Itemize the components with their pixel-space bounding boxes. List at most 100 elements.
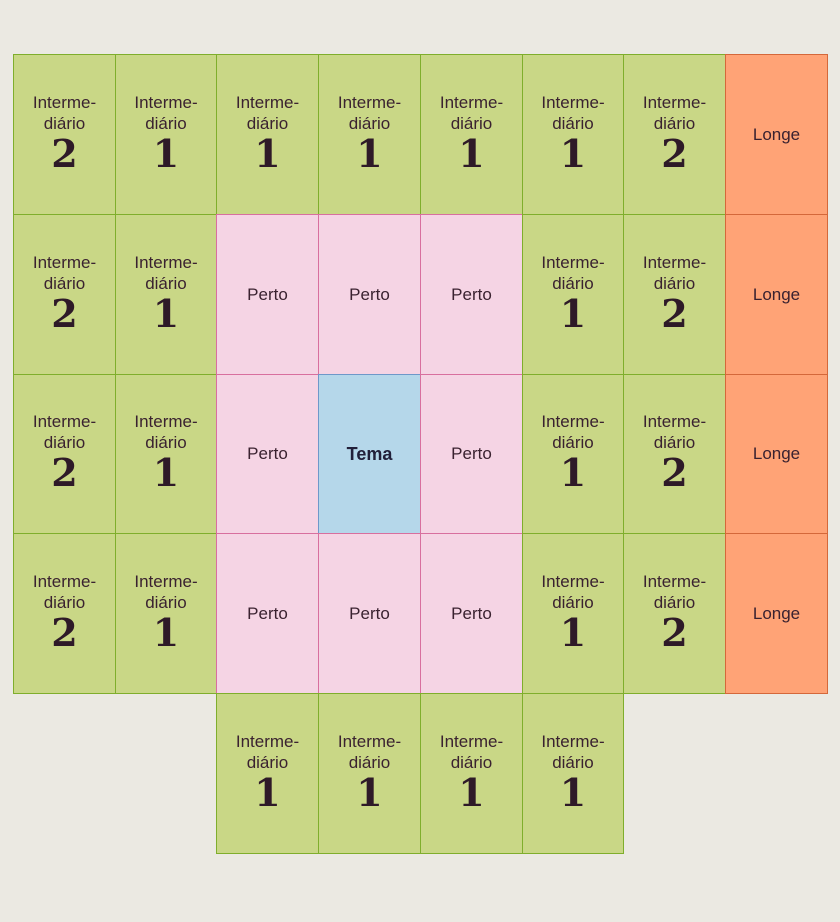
- distance-level-number: 2: [661, 609, 688, 655]
- distance-level-number: 2: [51, 609, 78, 655]
- intermediate-label-line2: diário: [552, 113, 594, 133]
- intermediate-label: Interme-diário: [643, 411, 706, 453]
- distance-level-number: 2: [51, 450, 78, 495]
- intermediate-cell: Interme-diário 1: [522, 54, 624, 215]
- distance-level-number: 1: [254, 769, 281, 815]
- intermediate-label: Interme-diário: [541, 252, 604, 294]
- distance-level-number: 1: [254, 130, 281, 176]
- intermediate-label-line2: diário: [43, 113, 86, 133]
- near-cell: Perto: [216, 214, 319, 375]
- near-cell: Perto: [216, 533, 319, 694]
- intermediate-label: Interme-diário: [643, 571, 706, 613]
- intermediate-label-line1: Interme-: [642, 252, 707, 272]
- distance-level-number: 1: [559, 609, 587, 655]
- near-cell: Perto: [420, 533, 523, 694]
- intermediate-label-line2: diário: [552, 592, 594, 612]
- intermediate-label-line2: diário: [653, 113, 696, 133]
- near-label: Perto: [247, 284, 288, 304]
- intermediate-label: Interme-diário: [33, 411, 96, 453]
- distance-level-number: 2: [51, 130, 78, 176]
- near-cell: Perto: [216, 374, 319, 534]
- intermediate-label-line1: Interme-: [642, 412, 707, 431]
- topic-label: Tema: [346, 443, 393, 464]
- near-cell: Perto: [318, 214, 421, 375]
- intermediate-label: Interme-diário: [643, 252, 706, 294]
- intermediate-label-line2: diário: [145, 433, 187, 452]
- intermediate-label-line1: Interme-: [439, 92, 504, 112]
- intermediate-label-line1: Interme-: [134, 252, 198, 272]
- far-cell: Longe: [725, 54, 828, 215]
- distance-level-number: 1: [356, 130, 383, 176]
- distance-level-number: 2: [661, 450, 688, 495]
- near-label: Perto: [349, 603, 390, 623]
- intermediate-label: Interme-diário: [134, 252, 197, 294]
- intermediate-label-line1: Interme-: [439, 731, 504, 751]
- far-cell: Longe: [725, 533, 828, 694]
- distance-level-number: 1: [152, 609, 180, 655]
- intermediate-cell: Interme-diário 1: [522, 693, 624, 854]
- intermediate-label-line1: Interme-: [32, 571, 97, 591]
- distance-level-number: 1: [152, 290, 180, 336]
- intermediate-label-line2: diário: [246, 752, 289, 772]
- intermediate-label-line2: diário: [450, 113, 493, 133]
- near-cell: Perto: [420, 214, 523, 375]
- distance-level-number: 2: [51, 290, 78, 336]
- intermediate-label-line1: Interme-: [642, 92, 707, 112]
- intermediate-label-line2: diário: [145, 273, 187, 293]
- intermediate-cell: Interme-diário 1: [115, 374, 217, 534]
- distance-level-number: 2: [661, 290, 688, 336]
- intermediate-label-line1: Interme-: [32, 92, 97, 112]
- intermediate-label: Interme-diário: [643, 92, 706, 134]
- intermediate-label-line1: Interme-: [541, 92, 605, 112]
- intermediate-cell: Interme-diário 1: [115, 533, 217, 694]
- far-label: Longe: [752, 603, 801, 623]
- near-label: Perto: [451, 284, 492, 304]
- intermediate-cell: Interme-diário 2: [13, 533, 116, 694]
- intermediate-label-line1: Interme-: [337, 92, 402, 112]
- intermediate-label-line1: Interme-: [541, 252, 605, 272]
- intermediate-cell: Interme-diário 2: [623, 374, 726, 534]
- intermediate-label: Interme-diário: [338, 731, 401, 773]
- intermediate-cell: Interme-diário 2: [13, 214, 116, 375]
- intermediate-label-line2: diário: [653, 273, 696, 293]
- intermediate-cell: Interme-diário 1: [522, 533, 624, 694]
- intermediate-label-line2: diário: [145, 592, 187, 612]
- intermediate-label-line2: diário: [653, 592, 696, 612]
- intermediate-label-line2: diário: [43, 273, 86, 293]
- intermediate-label: Interme-diário: [541, 571, 604, 613]
- intermediate-label-line1: Interme-: [32, 252, 97, 272]
- near-cell: Perto: [318, 533, 421, 694]
- intermediate-label: Interme-diário: [33, 571, 96, 613]
- intermediate-label-line2: diário: [552, 752, 594, 772]
- intermediate-label-line1: Interme-: [541, 571, 605, 591]
- intermediate-label: Interme-diário: [541, 731, 604, 773]
- far-cell: Longe: [725, 214, 828, 375]
- near-label: Perto: [247, 603, 288, 623]
- distance-level-number: 1: [152, 450, 180, 495]
- intermediate-label: Interme-diário: [33, 92, 96, 134]
- intermediate-cell: Interme-diário 1: [115, 54, 217, 215]
- intermediate-cell: Interme-diário 2: [623, 533, 726, 694]
- distance-level-number: 1: [559, 450, 587, 495]
- intermediate-label-line2: diário: [246, 113, 289, 133]
- intermediate-label: Interme-diário: [134, 571, 197, 613]
- intermediate-cell: Interme-diário 1: [216, 54, 319, 215]
- intermediate-label-line2: diário: [43, 592, 86, 612]
- intermediate-cell: Interme-diário 2: [623, 214, 726, 375]
- topic-cell: Tema: [318, 374, 421, 534]
- intermediate-label-line2: diário: [552, 273, 594, 293]
- intermediate-label: Interme-diário: [134, 92, 197, 134]
- distance-level-number: 1: [356, 769, 383, 815]
- intermediate-label-line1: Interme-: [32, 412, 97, 431]
- intermediate-cell: Interme-diário 1: [115, 214, 217, 375]
- near-label: Perto: [247, 444, 288, 463]
- intermediate-label-line2: diário: [450, 752, 493, 772]
- intermediate-label-line1: Interme-: [337, 731, 402, 751]
- distance-level-number: 2: [661, 130, 688, 176]
- far-label: Longe: [752, 444, 801, 463]
- distance-level-number: 1: [458, 130, 485, 176]
- intermediate-label-line1: Interme-: [235, 731, 300, 751]
- intermediate-label-line1: Interme-: [642, 571, 707, 591]
- intermediate-label: Interme-diário: [440, 92, 503, 134]
- intermediate-label: Interme-diário: [338, 92, 401, 134]
